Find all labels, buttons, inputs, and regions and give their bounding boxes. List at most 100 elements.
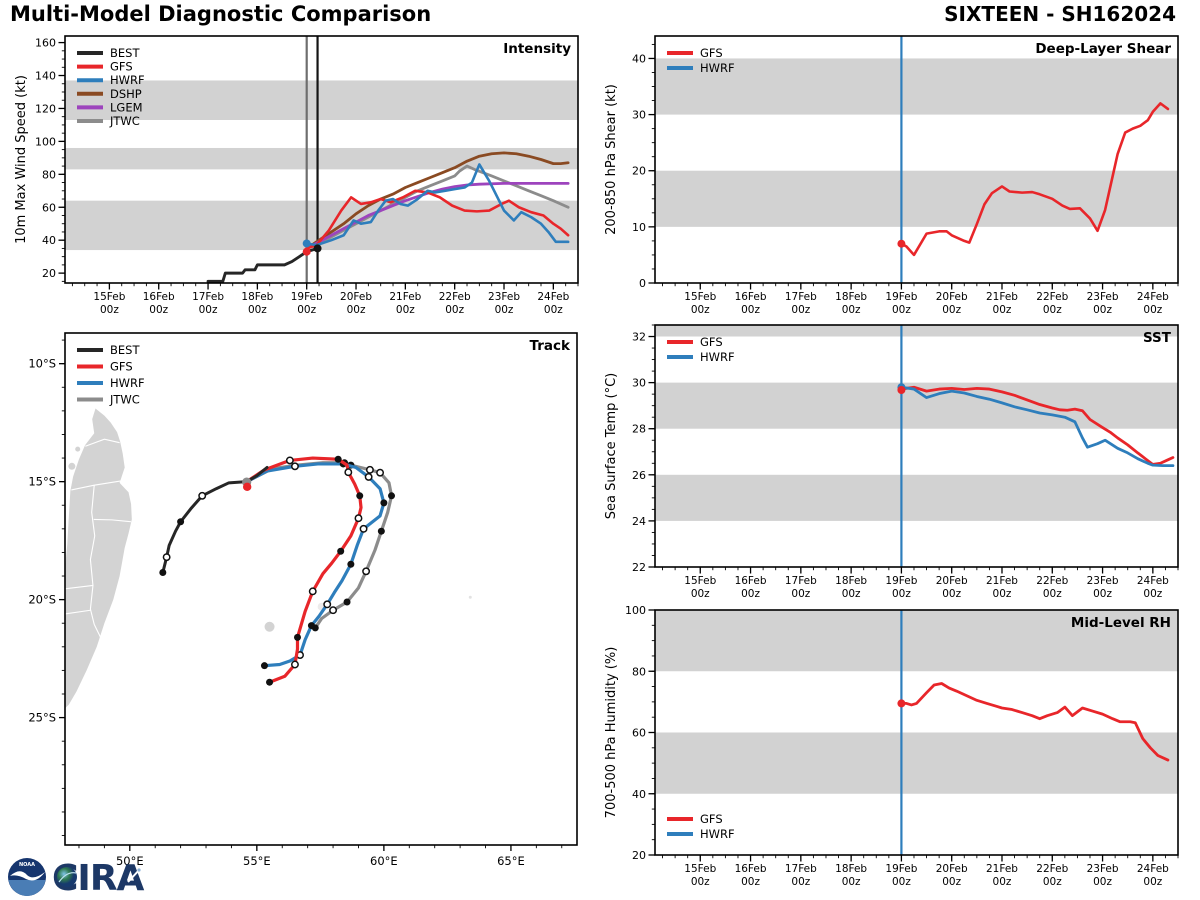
island: [468, 595, 472, 599]
tick-label: 120: [35, 102, 56, 115]
tick-label: 17Feb: [192, 291, 224, 303]
tick-label: 21Feb: [986, 863, 1018, 875]
legend-label-gfs: GFS: [700, 335, 723, 349]
intensity-series-best: [206, 246, 320, 283]
tick-label: 20°S: [28, 593, 56, 607]
legend-label-hwrf: HWRF: [110, 376, 145, 390]
tick-label: 18Feb: [835, 575, 867, 587]
track-point-open: [365, 465, 374, 474]
tick-label: 24Feb: [537, 291, 569, 303]
tick-label: 20: [42, 267, 56, 280]
tick-label: 00z: [495, 304, 514, 316]
tick-label: 50°E: [116, 854, 144, 868]
hwrf-line: [900, 385, 1175, 467]
tick-label: 21Feb: [986, 291, 1018, 303]
init-dot: [302, 247, 311, 256]
tick-label: 24Feb: [1137, 575, 1169, 587]
sst-series-gfs: [900, 385, 1175, 466]
tick-label: 18Feb: [241, 291, 273, 303]
cira-globe-icon: [57, 867, 77, 887]
noaa-circle-lower: [8, 880, 46, 896]
sst-frame: [654, 324, 1179, 568]
tick-label: 00z: [1043, 304, 1062, 316]
track-point-filled: [388, 492, 396, 500]
tick-label: 15Feb: [93, 291, 125, 303]
legend-label-jtwc: JTWC: [109, 114, 140, 128]
tick-label: 00z: [993, 304, 1012, 316]
tick-label: 00z: [791, 876, 810, 888]
tick-label: 65°E: [497, 854, 525, 868]
tick-label: 60: [42, 201, 56, 214]
tick-label: 15°S: [28, 475, 56, 489]
tick-label: 00z: [892, 588, 911, 600]
track-series-hwrf: [245, 460, 388, 670]
tick-label: 23Feb: [1087, 575, 1119, 587]
intensity-series-hwrf: [305, 163, 570, 247]
tick-label: 10: [632, 221, 646, 234]
track-point-filled: [377, 527, 385, 535]
tick-label: 00z: [842, 876, 861, 888]
sst-panel-title: SST: [1143, 330, 1172, 346]
tick-label: 10°S: [28, 357, 56, 371]
tick-label: 18Feb: [835, 863, 867, 875]
rh-panel-title: Mid-Level RH: [1071, 615, 1171, 631]
cira-globe-swirl: [58, 872, 77, 883]
tick-label: 24Feb: [1137, 291, 1169, 303]
tick-label: 00z: [892, 876, 911, 888]
cira-logo: CIRA: [52, 858, 146, 899]
tick-label: 160: [35, 37, 56, 50]
tick-label: 28: [632, 423, 646, 436]
tick-label: 00z: [741, 876, 760, 888]
track-point-open: [364, 472, 373, 481]
tick-label: 00z: [942, 588, 961, 600]
track-point-open: [362, 567, 371, 576]
tick-label: 19Feb: [885, 291, 917, 303]
tick-label: 00z: [1043, 876, 1062, 888]
province-border: [65, 584, 94, 590]
legend-label-hwrf: HWRF: [700, 61, 735, 75]
intensity-series-gfs: [305, 189, 570, 250]
track-point-open: [285, 456, 294, 465]
province-border: [89, 485, 96, 625]
tick-label: 00z: [1093, 876, 1112, 888]
sst-band: [655, 325, 1178, 337]
tick-label: 80: [632, 665, 646, 678]
tick-label: 24: [632, 515, 646, 528]
tick-label: 60: [632, 727, 646, 740]
init-dot: [302, 239, 311, 248]
legend-label-hwrf: HWRF: [110, 73, 145, 87]
tick-label: 15Feb: [684, 863, 716, 875]
tick-label: 22Feb: [1036, 863, 1068, 875]
track-point-open: [291, 660, 299, 669]
track-point-filled: [159, 568, 167, 576]
tick-label: 18Feb: [835, 291, 867, 303]
legend-label-gfs: GFS: [110, 360, 133, 374]
tick-label: 16Feb: [143, 291, 175, 303]
tick-label: 23Feb: [1087, 863, 1119, 875]
track-point-open: [308, 587, 317, 596]
tick-label: 40: [632, 52, 646, 65]
tick-label: 100: [35, 135, 56, 148]
hwrf-line: [305, 163, 570, 247]
tick-label: 00z: [1143, 588, 1162, 600]
tick-label: 25°S: [28, 711, 56, 725]
init-dot: [897, 699, 906, 708]
madagascar-landmass: [65, 408, 132, 709]
island: [75, 446, 81, 452]
tick-label: 19Feb: [885, 863, 917, 875]
tick-label: 23Feb: [1087, 291, 1119, 303]
tick-label: 00z: [1143, 304, 1162, 316]
tick-label: 17Feb: [785, 863, 817, 875]
track-point-open: [162, 553, 171, 562]
track-legend: BEST GFS HWRF JTWC: [77, 343, 145, 407]
track-point-open: [344, 468, 353, 477]
tick-label: 00z: [347, 304, 366, 316]
tick-label: 00z: [741, 304, 760, 316]
tick-label: 00z: [691, 304, 710, 316]
legend-label-gfs: GFS: [700, 46, 723, 60]
sst-plot-area: [655, 325, 1178, 567]
